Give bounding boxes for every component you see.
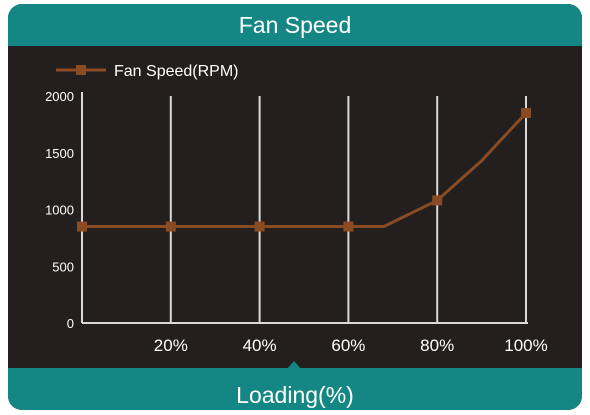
x-tick-label: 20% [154,336,188,355]
y-tick-label: 500 [52,259,74,274]
y-tick-label: 1500 [45,146,74,161]
legend-marker [76,65,86,75]
x-tick-label: 100% [504,336,547,355]
data-point-marker [165,221,176,232]
chart-panel: Fan Speed 20% 40% 60% 80% 100% 0 500 1000 1500 20… [8,4,582,410]
data-point-marker [77,221,87,232]
data-point-marker [343,221,354,232]
footer-bar: Loading(%) [8,368,582,410]
pointer-triangle [286,361,302,370]
chart-title: Fan Speed [238,12,352,38]
data-point-marker [521,108,531,119]
x-tick-label: 60% [331,336,365,355]
x-tick-label: 40% [243,336,277,355]
line-chart: 20% 40% 60% 80% 100% 0 500 1000 1500 2000 Fan Spee… [45,63,548,355]
data-point-marker [432,195,443,206]
series-line [82,112,528,229]
legend-label: Fan Speed(RPM) [114,63,239,80]
y-tick-label: 1000 [45,203,74,218]
y-tick-label: 2000 [45,89,74,104]
header-bar: Fan Speed [8,4,582,46]
data-point-marker [254,221,265,232]
x-tick-label: 80% [420,336,454,355]
x-axis-label: Loading(%) [236,382,354,408]
y-tick-label: 0 [67,316,74,331]
